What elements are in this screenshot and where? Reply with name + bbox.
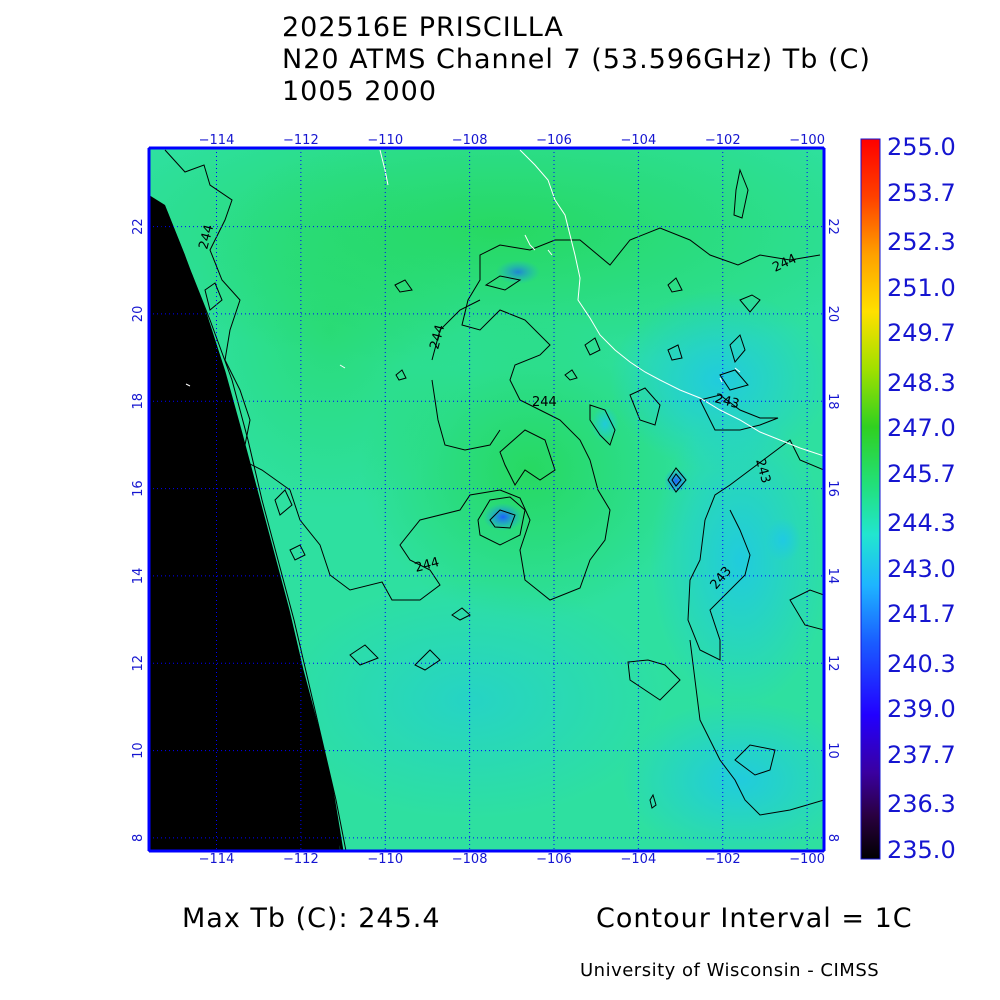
colorbar-tick-label: 241.7 <box>887 600 956 629</box>
lat-tick-label-left: 12 <box>131 655 146 672</box>
contour-label: 244 <box>413 555 441 576</box>
lat-tick-label-right: 10 <box>825 742 840 759</box>
colorbar-tick-label: 249.7 <box>887 319 956 348</box>
lat-tick-label-right: 12 <box>825 655 840 672</box>
lat-tick-label-left: 16 <box>131 480 146 497</box>
lon-tick-label-top: −108 <box>452 133 488 148</box>
colorbar-tick-label: 255.0 <box>887 133 956 161</box>
lat-tick-label-right: 14 <box>825 568 840 585</box>
colorbar-tick-label: 253.7 <box>887 178 956 207</box>
colorbar-tick-label: 243.0 <box>887 554 956 583</box>
max-tb-text: Max Tb (C): 245.4 <box>182 903 441 934</box>
lon-tick-label-top: −100 <box>789 133 825 148</box>
lon-tick-label-bottom: −108 <box>452 852 488 867</box>
lat-lon-grid <box>149 148 824 851</box>
title-storm: 202516E PRISCILLA <box>282 12 564 43</box>
lon-tick-label-top: −114 <box>199 133 235 148</box>
lat-tick-label-left: 10 <box>131 742 146 759</box>
colorbar-tick-label: 240.3 <box>887 649 956 678</box>
lon-tick-label-bottom: −100 <box>789 852 825 867</box>
lat-tick-label-right: 22 <box>825 218 840 235</box>
contour-label: 244 <box>151 211 172 239</box>
colorbar-tick-label: 247.0 <box>887 414 956 443</box>
contour-label: 243 <box>713 391 741 412</box>
lon-tick-label-bottom: −104 <box>621 852 657 867</box>
title-channel: N20 ATMS Channel 7 (53.596GHz) Tb (C) <box>282 44 871 75</box>
lon-tick-label-bottom: −106 <box>536 852 572 867</box>
lat-tick-label-right: 16 <box>825 480 840 497</box>
lat-tick-label-right: 18 <box>825 393 840 410</box>
contour-lines <box>164 149 824 816</box>
lat-tick-label-left: 22 <box>131 218 146 235</box>
lat-tick-label-left: 20 <box>131 306 146 323</box>
axis-tick-labels: −114 −114 −112 −112 −110 −110 −108 −108 −106 −106… <box>131 133 840 867</box>
contour-label: 243 <box>752 457 773 485</box>
lat-tick-label-left: 14 <box>131 568 146 585</box>
colorbar-tick-label: 236.3 <box>887 790 956 819</box>
colorbar-tick-label: 248.3 <box>887 368 956 397</box>
lon-tick-label-bottom: −112 <box>283 852 319 867</box>
lat-tick-label-right: 8 <box>825 834 840 842</box>
lon-tick-label-top: −106 <box>536 133 572 148</box>
credit-text: University of Wisconsin - CIMSS <box>580 960 880 981</box>
tb-field <box>149 148 824 851</box>
lon-tick-label-bottom: −114 <box>199 852 235 867</box>
colorbar-tick-label: 251.0 <box>887 273 956 302</box>
colorbar-tick-label: 235.0 <box>887 836 956 864</box>
colorbar-tick-label: 244.3 <box>887 509 956 538</box>
contour-label: 244 <box>532 395 557 410</box>
colorbar <box>860 138 881 860</box>
contour-label: 244 <box>224 444 245 472</box>
contour-label: 244 <box>196 223 217 251</box>
colorbar-tick-label: 239.0 <box>887 695 956 724</box>
lon-tick-label-top: −102 <box>705 133 741 148</box>
lon-tick-label-bottom: −110 <box>367 852 403 867</box>
coastline <box>185 149 824 457</box>
lat-tick-label-left: 18 <box>131 393 146 410</box>
lon-tick-label-top: −104 <box>621 133 657 148</box>
lon-tick-label-bottom: −102 <box>705 852 741 867</box>
lon-tick-label-top: −112 <box>283 133 319 148</box>
contour-label: 244 <box>427 323 448 351</box>
title-datetime: 1005 2000 <box>282 76 438 107</box>
lat-tick-label-left: 8 <box>131 834 146 842</box>
no-data-region <box>149 195 340 851</box>
colorbar-tick-label: 237.7 <box>887 741 956 770</box>
colorbar-tick-label: 252.3 <box>887 227 956 256</box>
contour-interval-text: Contour Interval = 1C <box>596 903 913 934</box>
colorbar-tick-label: 245.7 <box>887 459 956 488</box>
lat-tick-label-right: 20 <box>825 306 840 323</box>
lon-tick-label-top: −110 <box>367 133 403 148</box>
